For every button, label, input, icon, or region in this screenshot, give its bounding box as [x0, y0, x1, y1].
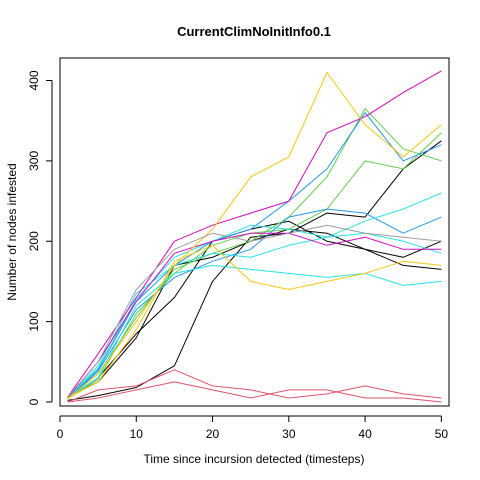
y-tick-label: 200 [27, 231, 41, 251]
y-tick-label: 300 [27, 151, 41, 171]
x-tick-label: 0 [57, 427, 64, 441]
x-tick-label: 20 [206, 427, 220, 441]
y-axis-label: Number of nodes infested [5, 163, 19, 300]
series-line-17 [67, 224, 442, 398]
series-line-16 [67, 244, 442, 399]
chart-title: CurrentClimNoInitInfo0.1 [177, 24, 331, 39]
y-tick-label: 0 [27, 398, 41, 405]
x-tick-label: 10 [130, 427, 144, 441]
series-line-8 [67, 112, 442, 399]
y-tick-label: 100 [27, 311, 41, 331]
x-axis-label: Time since incursion detected (timesteps… [144, 452, 365, 466]
x-tick-label: 50 [435, 427, 449, 441]
x-tick-label: 40 [358, 427, 372, 441]
series-line-11 [67, 264, 442, 399]
series-line-13 [67, 70, 442, 398]
x-tick-label: 30 [282, 427, 296, 441]
series-line-14 [67, 232, 442, 399]
series-line-5 [67, 381, 442, 403]
series-layer [67, 70, 442, 403]
axes-layer: 0 10 20 30 40 50 0 100 200 300 400 [27, 70, 448, 441]
series-line-15 [67, 72, 442, 400]
series-line-4 [67, 369, 442, 403]
plot-frame [59, 57, 450, 407]
series-line-1 [67, 140, 442, 401]
y-tick-label: 400 [27, 70, 41, 90]
series-line-10 [67, 232, 442, 399]
